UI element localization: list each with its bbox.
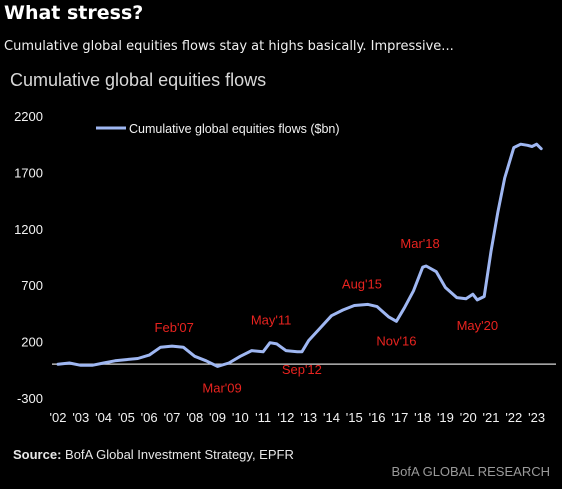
x-tick-label: '18 [414,410,431,425]
brand-credit: BofA GLOBAL RESEARCH [391,464,550,479]
source-label: Source: [13,447,62,462]
x-tick-label: '04 [95,410,112,425]
y-tick-label: -300 [17,391,43,406]
x-tick-label: '05 [118,410,135,425]
y-tick-label: 1700 [14,165,43,180]
annotation-label: May'11 [251,313,292,328]
source-note: Source: BofA Global Investment Strategy,… [13,447,294,462]
headline: What stress? [4,2,144,24]
annotation-label: Mar'18 [400,236,439,251]
chart-title: Cumulative global equities flows [10,70,267,90]
y-tick-label: 1200 [14,222,43,237]
annotation-label: Nov'16 [376,333,416,348]
x-tick-label: '23 [528,410,545,425]
y-tick-label: 2200 [14,109,43,124]
x-tick-label: '22 [505,410,522,425]
x-tick-label: '10 [232,410,249,425]
x-tick-label: '02 [50,410,67,425]
x-tick-label: '09 [209,410,226,425]
x-tick-label: '06 [141,410,158,425]
x-tick-label: '07 [163,410,180,425]
x-tick-label: '08 [186,410,203,425]
annotation-label: Mar'09 [202,380,241,395]
y-tick-label: 700 [21,278,43,293]
x-tick-label: '20 [460,410,477,425]
legend-label: Cumulative global equities flows ($bn) [129,122,340,136]
annotation-label: Aug'15 [342,276,382,291]
x-tick-label: '13 [300,410,317,425]
annotation-label: Sep'12 [282,362,322,377]
source-text: BofA Global Investment Strategy, EPFR [65,447,294,462]
annotation-label: May'20 [457,318,499,333]
y-tick-label: 200 [21,335,43,350]
subheadline: Cumulative global equities flows stay at… [4,39,454,54]
x-tick-label: '14 [323,410,340,425]
series-line [56,142,543,368]
x-tick-label: '17 [391,410,408,425]
x-tick-label: '15 [346,410,363,425]
x-tick-label: '11 [255,410,271,425]
x-tick-label: '03 [72,410,89,425]
annotation-label: Feb'07 [155,320,194,335]
x-tick-label: '21 [483,410,500,425]
x-tick-label: '12 [277,410,294,425]
x-tick-label: '19 [437,410,454,425]
x-tick-label: '16 [369,410,386,425]
